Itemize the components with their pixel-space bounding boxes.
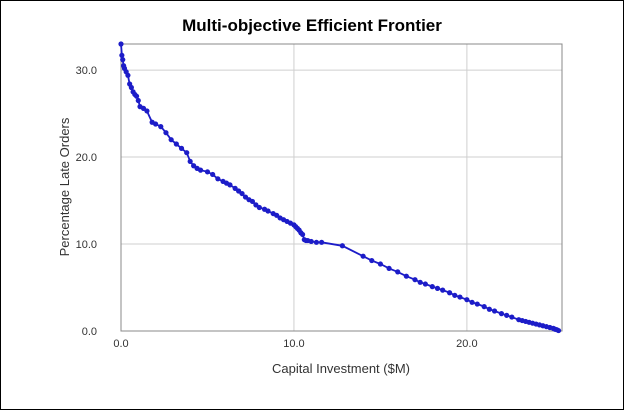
data-point <box>377 261 384 267</box>
data-point <box>417 279 423 285</box>
x-tick-label: 0.0 <box>113 338 128 350</box>
data-point <box>173 141 179 147</box>
data-point <box>504 312 510 318</box>
data-point <box>446 290 453 296</box>
data-point <box>481 304 487 310</box>
y-axis-label: Percentage Late Orders <box>57 117 72 256</box>
data-point <box>422 281 428 287</box>
data-point <box>464 297 470 303</box>
data-point <box>386 265 392 271</box>
y-tick-label: 0.0 <box>82 326 97 338</box>
y-tick-label: 10.0 <box>76 239 97 251</box>
data-point <box>369 257 375 264</box>
data-point <box>319 239 325 245</box>
data-point <box>125 72 131 78</box>
data-point <box>187 158 193 165</box>
x-tick-label: 20.0 <box>456 338 477 350</box>
data-point <box>308 238 314 245</box>
x-tick-label: 10.0 <box>283 338 304 350</box>
data-point <box>491 308 498 314</box>
data-point <box>118 41 124 47</box>
data-point <box>197 167 204 173</box>
data-point <box>469 299 475 305</box>
data-point <box>239 190 245 197</box>
data-point <box>299 231 306 238</box>
data-point <box>486 306 492 312</box>
data-point <box>249 198 256 205</box>
data-point <box>412 277 418 283</box>
data-point <box>429 284 435 290</box>
data-point <box>440 287 446 293</box>
data-point <box>395 269 401 275</box>
data-point <box>135 97 141 104</box>
data-point <box>339 243 345 249</box>
data-point <box>144 108 150 114</box>
tick-labels: 0.0 10.0 20.0 0.0 10.0 20.0 30.0 <box>76 65 478 350</box>
data-point <box>474 301 480 307</box>
data-point <box>184 150 190 156</box>
data-point <box>163 130 169 136</box>
data-point <box>178 145 185 151</box>
data-point <box>498 311 505 317</box>
data-point <box>152 121 159 127</box>
data-point <box>265 208 271 214</box>
data-point <box>204 169 211 175</box>
data-point <box>120 57 126 63</box>
data-point <box>215 176 221 182</box>
y-tick-label: 20.0 <box>76 152 97 164</box>
data-point <box>457 294 463 300</box>
series-marks <box>118 41 562 334</box>
x-axis-label: Capital Investment ($M) <box>272 361 410 376</box>
data-point <box>133 93 140 99</box>
data-point <box>434 285 441 291</box>
grid-lines <box>120 44 562 332</box>
data-point <box>168 137 174 143</box>
data-point <box>158 124 164 130</box>
data-point <box>119 52 125 58</box>
data-point <box>360 253 366 259</box>
y-tick-label: 30.0 <box>76 65 97 77</box>
data-point <box>452 292 458 298</box>
data-point <box>403 273 409 279</box>
data-point <box>210 171 216 178</box>
series-line <box>120 43 559 332</box>
plot-area <box>120 43 563 332</box>
data-point <box>128 84 134 91</box>
data-point <box>227 182 233 188</box>
data-point <box>256 204 262 211</box>
data-point <box>555 327 562 334</box>
chart-title: Multi-objective Efficient Frontier <box>182 16 442 35</box>
data-point <box>509 314 515 320</box>
data-point <box>313 239 320 245</box>
